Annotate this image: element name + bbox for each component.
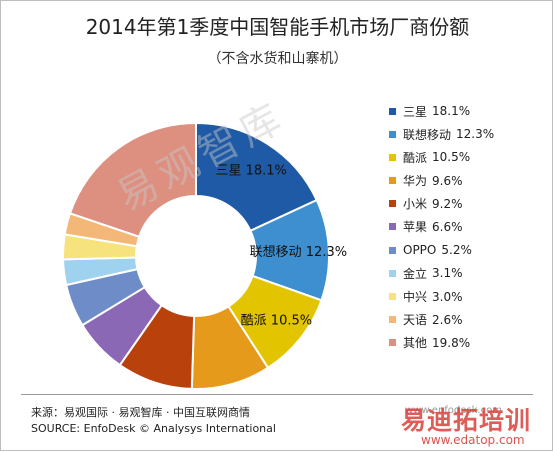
legend-item-2: 酷派 10.5% — [389, 147, 551, 167]
chart-subtitle: （不含水货和山寨机） — [207, 51, 348, 67]
legend-item-7: 金立 3.1% — [389, 263, 551, 283]
legend-item-8: 中兴 3.0% — [389, 287, 551, 307]
legend-value: 18.1% — [432, 104, 471, 118]
legend-value: 6.6% — [432, 219, 463, 234]
legend-label: 其他 — [403, 336, 428, 351]
legend-item-10: 其他 19.8% — [389, 333, 551, 353]
chart-title: 2014年第1季度中国智能手机市场厂商份额 — [85, 15, 470, 39]
slice-label-0: 三星 18.1% — [215, 164, 286, 179]
legend-label: 中兴 — [403, 290, 428, 304]
legend-label: 苹果 — [403, 220, 428, 235]
legend-item-0: 三星 18.1% — [389, 101, 551, 121]
legend-value: 9.6% — [432, 173, 463, 188]
legend-swatch — [389, 177, 396, 185]
legend-swatch — [389, 200, 396, 208]
legend-value: 3.0% — [432, 289, 463, 304]
legend-label: 华为 — [403, 174, 428, 189]
legend-label: 联想移动 — [403, 127, 452, 142]
watermark-url: www.edatop.com — [421, 433, 525, 447]
legend-item-3: 华为 9.6% — [389, 171, 551, 191]
legend-value: 12.3% — [456, 127, 495, 142]
legend-label: OPPO — [403, 243, 437, 258]
legend-swatch — [389, 223, 396, 231]
legend-swatch — [389, 339, 396, 347]
legend-label: 三星 — [403, 104, 428, 119]
legend-value: 10.5% — [432, 150, 471, 165]
legend-swatch — [389, 269, 396, 277]
legend-swatch — [389, 246, 396, 254]
legend-value: 5.2% — [441, 243, 472, 258]
source-line-cn: 来源：易观国际 · 易观智库 · 中国互联网商情 — [31, 406, 250, 419]
watermark-site: www.enfodesk.com — [405, 405, 502, 416]
legend-swatch — [389, 316, 396, 324]
legend-swatch — [389, 130, 396, 138]
legend-swatch — [389, 107, 396, 115]
donut-slice-10 — [68, 121, 197, 239]
legend-label: 小米 — [403, 197, 428, 212]
legend-value: 2.6% — [432, 312, 463, 327]
legend-item-4: 小米 9.2% — [389, 194, 551, 214]
watermark-brand: 易迪拓培训 — [401, 406, 532, 435]
source-line-en: SOURCE: EnfoDesk © Analysys Internationa… — [31, 422, 276, 435]
legend-item-1: 联想移动 12.3% — [389, 124, 551, 144]
legend-label: 金立 — [403, 266, 428, 281]
legend-swatch — [389, 293, 396, 300]
legend-label: 天语 — [403, 313, 428, 328]
legend-value: 9.2% — [432, 196, 463, 211]
legend-item-6: OPPO 5.2% — [389, 240, 551, 260]
legend-item-5: 苹果 6.6% — [389, 217, 551, 237]
legend-value: 3.1% — [432, 266, 463, 281]
slice-label-1: 联想移动 12.3% — [250, 244, 347, 260]
legend: 三星 18.1% 联想移动 12.3% 酷派 10.5% 华为 9.6% 小米 9.2% 苹果 6.6… — [389, 101, 551, 356]
donut-slice-0 — [195, 121, 319, 233]
legend-swatch — [389, 153, 396, 161]
divider — [21, 394, 533, 395]
slice-label-2: 酷派 10.5% — [241, 314, 312, 329]
legend-label: 酷派 — [403, 150, 428, 165]
legend-item-9: 天语 2.6% — [389, 310, 551, 330]
legend-value: 19.8% — [432, 335, 471, 350]
